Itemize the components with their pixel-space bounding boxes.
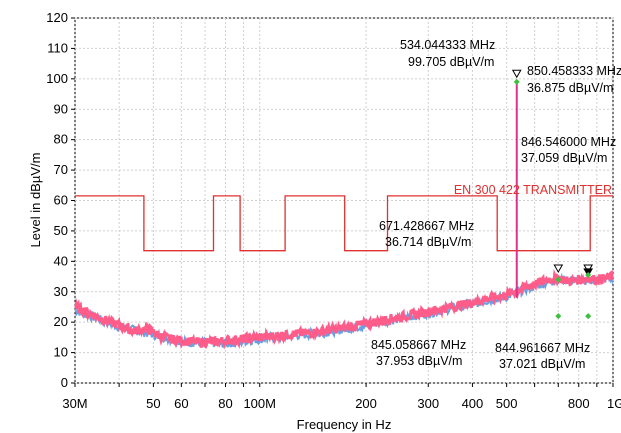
annotation-845-freq: 845.058667 MHz — [371, 338, 466, 352]
y-tick-label: 50 — [54, 223, 68, 238]
x-tick-label: 1G — [607, 396, 621, 411]
annotation-671-level: 36.714 dBµV/m — [385, 235, 471, 249]
y-tick-label: 30 — [54, 284, 68, 299]
marker-triangle-open — [553, 264, 564, 273]
series-layer — [74, 268, 615, 350]
y-tick-label: 100 — [46, 71, 68, 86]
y-tick-label: 110 — [47, 40, 68, 55]
marker-diamond — [585, 313, 592, 320]
x-tick-label: 50 — [146, 396, 160, 411]
x-tick-label: 200 — [355, 396, 377, 411]
y-tick-label: 40 — [54, 253, 68, 268]
marker-diamond — [513, 78, 520, 85]
annotation-534-level: 99.705 dBµV/m — [408, 55, 494, 69]
annotation-534: 534.044333 MHz 99.705 dBµV/m — [400, 38, 495, 69]
y-tick-label: 90 — [54, 101, 68, 116]
y-tick-label: 20 — [54, 314, 68, 329]
annotation-844: 844.961667 MHz 37.021 dBµV/m — [495, 341, 590, 371]
limit-layer — [75, 195, 613, 252]
annotation-845-level: 37.953 dBµV/m — [376, 354, 462, 368]
annotation-844-level: 37.021 dBµV/m — [499, 357, 585, 371]
y-tick-label: 0 — [61, 375, 68, 390]
y-tick-label: 70 — [54, 162, 68, 177]
annotation-850: 850.458333 MHz 36.875 dBµV/m — [527, 64, 621, 95]
x-tick-label: 30M — [62, 396, 87, 411]
annotation-846-level: 37.059 dBµV/m — [521, 151, 607, 165]
marker-diamond — [585, 272, 592, 279]
marker-layer — [511, 69, 594, 320]
x-tick-label: 100M — [243, 396, 276, 411]
x-tick-label: 60 — [174, 396, 188, 411]
limit-line-label: EN 300 422 TRANSMITTER — [454, 183, 612, 197]
series-line — [74, 268, 615, 350]
limit-line — [75, 195, 613, 252]
y-tick-label: 120 — [46, 10, 68, 25]
annotation-850-level: 36.875 dBµV/m — [527, 81, 613, 95]
annotation-850-freq: 850.458333 MHz — [527, 64, 621, 78]
annotation-534-freq: 534.044333 MHz — [400, 38, 495, 52]
y-tick-label: 80 — [54, 132, 68, 147]
x-tick-label: 500 — [496, 396, 518, 411]
annotation-671-freq: 671.428667 MHz — [379, 219, 474, 233]
marker-diamond — [555, 276, 562, 283]
y-axis-label: Level in dBµV/m — [28, 153, 43, 248]
x-tick-label: 800 — [568, 396, 590, 411]
x-tick-label: 300 — [417, 396, 439, 411]
x-axis-label: Frequency in Hz — [297, 417, 392, 432]
x-tick-label: 400 — [462, 396, 484, 411]
x-tick-label: 80 — [218, 396, 232, 411]
annotation-846-freq: 846.546000 MHz — [521, 135, 616, 149]
y-tick-label: 10 — [54, 345, 68, 360]
y-tick-label: 60 — [54, 193, 68, 208]
annotation-846: 846.546000 MHz 37.059 dBµV/m — [521, 135, 616, 165]
y-ticks: 0 10 20 30 40 50 60 70 80 90 100 110 120 — [46, 10, 75, 390]
marker-diamond — [555, 313, 562, 320]
annotation-844-freq: 844.961667 MHz — [495, 341, 590, 355]
x-ticks: 30M 50 60 80 100M 200 300 400 500 800 1G — [62, 383, 621, 411]
marker-triangle-open — [511, 69, 522, 79]
annotation-671: 671.428667 MHz 36.714 dBµV/m — [379, 219, 474, 249]
annotation-845: 845.058667 MHz 37.953 dBµV/m — [371, 338, 466, 368]
